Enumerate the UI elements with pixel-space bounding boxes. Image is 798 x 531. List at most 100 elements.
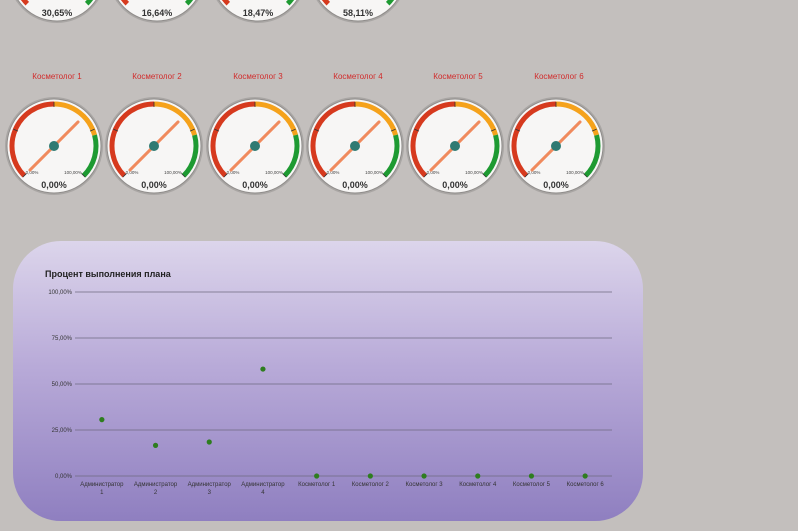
gauge-value: 0,00% bbox=[342, 180, 368, 190]
gauge-value: 0,00% bbox=[41, 180, 67, 190]
gauge-band-red bbox=[20, 0, 30, 6]
gauge-band-green bbox=[81, 134, 99, 178]
gauge-band-green bbox=[84, 0, 94, 6]
gauge-4: 0,00% 100,00% 0,00% bbox=[306, 97, 404, 195]
top-gauge-value: 18,47% bbox=[243, 8, 274, 18]
gauge-label-5: Косметолог 5 bbox=[433, 72, 483, 81]
gauge-tick bbox=[214, 128, 220, 132]
gauge-label-2: Косметолог 2 bbox=[132, 72, 182, 81]
gauge-band-green bbox=[382, 134, 400, 178]
x-tick-label: Косметолог 5 bbox=[513, 482, 551, 488]
gauge-2: 0,00% 100,00% 0,00% bbox=[105, 97, 203, 195]
gauge-tick bbox=[113, 128, 119, 132]
gauge-face bbox=[218, 0, 298, 22]
gauge-hub bbox=[149, 141, 159, 151]
gauge-band-green bbox=[285, 0, 295, 6]
gauge-band-green bbox=[181, 134, 199, 178]
x-tick-label: Администратор 3 bbox=[188, 482, 232, 496]
gauge-tick bbox=[314, 128, 320, 132]
gauge-min-label: 0,00% bbox=[126, 170, 139, 175]
gauge-min-label: 0,00% bbox=[427, 170, 440, 175]
chart-title: Процент выполнения плана bbox=[45, 269, 171, 279]
x-tick-label: Администратор 1 bbox=[80, 482, 124, 496]
x-tick-label: Косметолог 1 bbox=[298, 482, 336, 488]
gauge-tick bbox=[81, 173, 86, 178]
gauge-band-red bbox=[221, 0, 231, 6]
gauge-tick bbox=[282, 173, 287, 178]
gauge-tick bbox=[414, 128, 420, 132]
gauge-tick bbox=[490, 128, 496, 132]
gauge-value: 0,00% bbox=[141, 180, 167, 190]
x-tick-label: Косметолог 6 bbox=[567, 482, 605, 488]
gauge-band-red bbox=[321, 0, 331, 6]
gauge-6: 0,00% 100,00% 0,00% bbox=[507, 97, 605, 195]
y-tick-label: 0,00% bbox=[55, 474, 73, 480]
gauge-tick bbox=[181, 173, 186, 178]
gauge-tick bbox=[13, 128, 19, 132]
gauge-max-label: 100,00% bbox=[465, 170, 483, 175]
gauge-band-green bbox=[282, 134, 300, 178]
gauge-max-label: 100,00% bbox=[265, 170, 283, 175]
y-tick-label: 50,00% bbox=[52, 382, 73, 388]
gauge-face bbox=[17, 0, 97, 22]
gauge-band-green bbox=[184, 0, 194, 6]
x-tick-label: Косметолог 2 bbox=[352, 482, 390, 488]
data-point bbox=[421, 473, 427, 479]
gauge-max-label: 100,00% bbox=[64, 170, 82, 175]
gauge-label-1: Косметолог 1 bbox=[32, 72, 82, 81]
gauge-value: 0,00% bbox=[242, 180, 268, 190]
gauge-tick bbox=[382, 173, 387, 178]
top-gauge-2: 16,64% bbox=[115, 0, 199, 23]
x-tick-label: Администратор 4 bbox=[241, 482, 285, 496]
gauge-band-green bbox=[385, 0, 395, 6]
data-point bbox=[314, 473, 320, 479]
gauge-hub bbox=[450, 141, 460, 151]
gauge-hub bbox=[250, 141, 260, 151]
top-gauge-value: 16,64% bbox=[142, 8, 173, 18]
gauge-max-label: 100,00% bbox=[566, 170, 584, 175]
gauge-tick bbox=[515, 128, 521, 132]
gauge-max-label: 100,00% bbox=[164, 170, 182, 175]
gauge-label-3: Косметолог 3 bbox=[233, 72, 283, 81]
gauge-value: 0,00% bbox=[543, 180, 569, 190]
top-gauge-3: 18,47% bbox=[216, 0, 300, 23]
gauge-tick bbox=[323, 173, 328, 178]
gauge-max-label: 100,00% bbox=[365, 170, 383, 175]
gauge-3: 0,00% 100,00% 0,00% bbox=[206, 97, 304, 195]
gauge-face bbox=[318, 0, 398, 22]
gauge-label-6: Косметолог 6 bbox=[534, 72, 584, 81]
data-point bbox=[260, 366, 266, 372]
y-tick-label: 75,00% bbox=[52, 336, 73, 342]
top-gauge-value: 30,65% bbox=[42, 8, 73, 18]
gauge-hub bbox=[551, 141, 561, 151]
data-point bbox=[99, 417, 105, 423]
gauge-tick bbox=[223, 173, 228, 178]
top-gauge-value: 58,11% bbox=[343, 8, 373, 18]
gauge-min-label: 0,00% bbox=[26, 170, 39, 175]
data-point bbox=[367, 473, 373, 479]
y-tick-label: 100,00% bbox=[48, 290, 72, 296]
y-tick-label: 25,00% bbox=[52, 428, 73, 434]
gauge-band-green bbox=[583, 134, 601, 178]
gauge-1: 0,00% 100,00% 0,00% bbox=[5, 97, 103, 195]
gauge-band-green bbox=[482, 134, 500, 178]
gauge-tick bbox=[482, 173, 487, 178]
gauge-tick bbox=[524, 173, 529, 178]
gauge-tick bbox=[89, 128, 95, 132]
gauge-value: 0,00% bbox=[442, 180, 468, 190]
chart-panel bbox=[13, 241, 643, 521]
gauge-tick bbox=[22, 173, 27, 178]
gauge-band-red bbox=[120, 0, 130, 6]
gauge-label-4: Косметолог 4 bbox=[333, 72, 383, 81]
gauge-tick bbox=[591, 128, 597, 132]
data-point bbox=[206, 439, 212, 445]
top-gauge-4: 58,11% bbox=[316, 0, 400, 23]
data-point bbox=[152, 442, 159, 448]
top-gauges-row: 30,65% 16,64% 18,47% 58,11% bbox=[15, 0, 400, 23]
gauge-tick bbox=[122, 173, 127, 178]
data-point bbox=[528, 473, 535, 479]
gauge-hub bbox=[350, 141, 360, 151]
data-point bbox=[475, 473, 481, 479]
gauges-row: 0,00% 100,00%0,00%0,00% 100,00%0,00%0,00% 1… bbox=[5, 97, 605, 195]
